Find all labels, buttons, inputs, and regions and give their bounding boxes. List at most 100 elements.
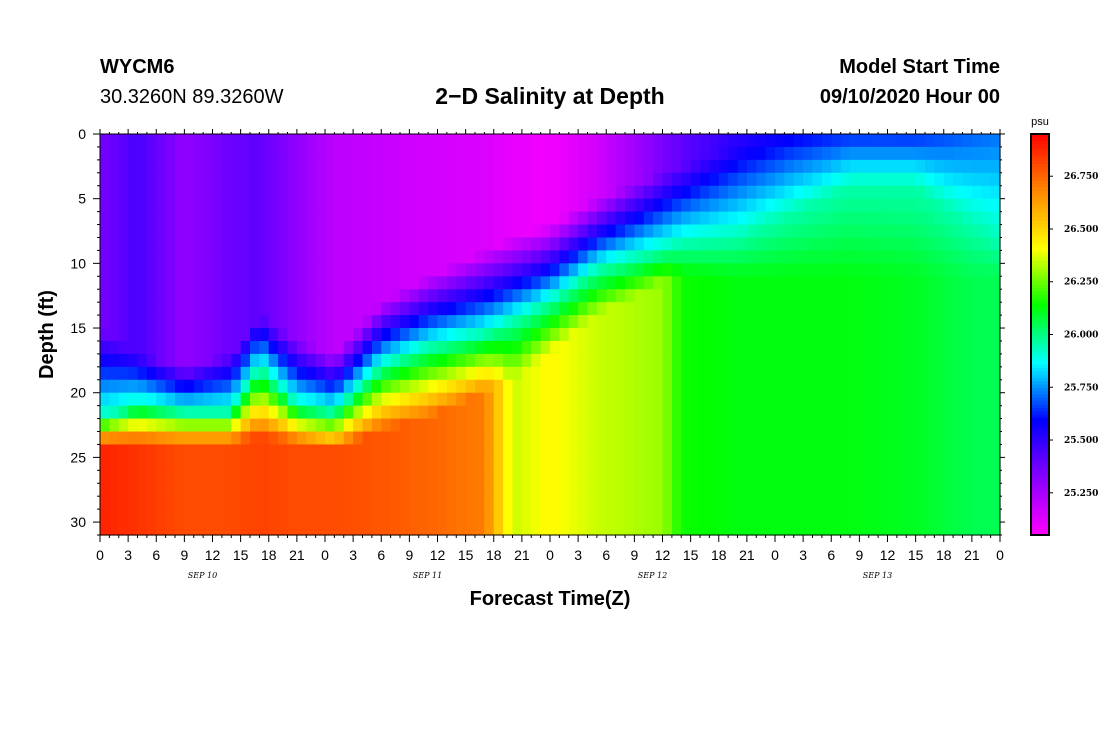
heatmap-cell	[184, 392, 195, 407]
heatmap-cell	[465, 146, 476, 161]
heatmap-cell	[868, 392, 879, 407]
heatmap-cell	[409, 146, 420, 161]
heatmap-cell	[990, 392, 1001, 407]
heatmap-cell	[831, 211, 842, 226]
heatmap-cell	[306, 366, 317, 381]
heatmap-cell	[475, 353, 485, 368]
heatmap-cell	[906, 366, 917, 381]
heatmap-cell	[934, 263, 945, 277]
heatmap-cell	[100, 276, 110, 290]
heatmap-cell	[662, 392, 673, 407]
heatmap-cell	[718, 470, 729, 484]
heatmap-cell	[456, 392, 467, 407]
heatmap-cell	[746, 237, 757, 252]
heatmap-cell	[203, 379, 214, 394]
heatmap-cell	[287, 224, 298, 239]
heatmap-cell	[578, 470, 589, 484]
heatmap-cell	[128, 457, 139, 471]
heatmap-cell	[540, 250, 551, 264]
heatmap-cell	[465, 431, 476, 446]
colorbar-tick-label: 25.250	[1064, 489, 1098, 499]
heatmap-cell	[109, 263, 120, 277]
heatmap-cell	[484, 134, 495, 148]
heatmap-cell	[765, 134, 776, 148]
heatmap-cell	[240, 134, 251, 148]
heatmap-cell	[146, 366, 157, 381]
heatmap-cell	[371, 392, 382, 407]
heatmap-cell	[840, 159, 851, 174]
heatmap-cell	[765, 431, 776, 446]
heatmap-cell	[671, 263, 682, 277]
heatmap-cell	[400, 134, 410, 148]
heatmap-cell	[906, 289, 917, 303]
heatmap-cell	[850, 211, 860, 226]
heatmap-cell	[343, 185, 354, 200]
heatmap-cell	[446, 315, 457, 329]
heatmap-cell	[212, 211, 223, 226]
heatmap-cell	[925, 509, 935, 523]
heatmap-cell	[840, 431, 851, 446]
heatmap-cell	[971, 250, 982, 264]
heatmap-cell	[850, 146, 860, 161]
heatmap-cell	[503, 315, 514, 329]
heatmap-cell	[756, 470, 767, 484]
heatmap-cell	[259, 198, 270, 213]
colorbar-segment	[1031, 234, 1049, 239]
heatmap-cell	[728, 379, 739, 394]
heatmap-cell	[990, 418, 1001, 433]
heatmap-cell	[343, 340, 354, 355]
heatmap-cell	[353, 172, 364, 187]
heatmap-cell	[418, 146, 429, 161]
heatmap-cell	[512, 379, 523, 394]
heatmap-cell	[559, 340, 570, 355]
heatmap-cell	[793, 276, 804, 290]
heatmap-cell	[784, 198, 795, 213]
heatmap-cell	[896, 418, 907, 433]
heatmap-cell	[746, 509, 757, 523]
heatmap-cell	[306, 172, 317, 187]
heatmap-cell	[306, 522, 317, 536]
heatmap-cell	[671, 172, 682, 187]
heatmap-cell	[793, 418, 804, 433]
heatmap-cell	[831, 392, 842, 407]
heatmap-cell	[428, 509, 439, 523]
heatmap-cell	[325, 250, 335, 264]
heatmap-cell	[690, 146, 701, 161]
heatmap-cell	[353, 302, 364, 316]
heatmap-cell	[915, 276, 926, 290]
heatmap-cell	[690, 366, 701, 381]
heatmap-cell	[943, 457, 954, 471]
heatmap-cell	[390, 418, 401, 433]
heatmap-cell	[587, 172, 598, 187]
heatmap-cell	[784, 328, 795, 342]
heatmap-cell	[287, 418, 298, 433]
heatmap-cell	[221, 509, 232, 523]
heatmap-cell	[925, 211, 935, 226]
heatmap-cell	[306, 457, 317, 471]
heatmap-cell	[203, 302, 214, 316]
heatmap-cell	[746, 289, 757, 303]
heatmap-cell	[531, 509, 542, 523]
heatmap-cell	[634, 392, 645, 407]
heatmap-cell	[981, 392, 992, 407]
heatmap-cell	[559, 379, 570, 394]
heatmap-cell	[409, 340, 420, 355]
heatmap-cell	[681, 470, 692, 484]
heatmap-cell	[934, 496, 945, 510]
heatmap-cell	[118, 392, 129, 407]
heatmap-cell	[568, 328, 579, 342]
heatmap-cell	[878, 457, 889, 471]
heatmap-cell	[353, 366, 364, 381]
heatmap-cell	[625, 211, 635, 226]
heatmap-cell	[109, 457, 120, 471]
heatmap-cell	[671, 340, 682, 355]
heatmap-cell	[100, 470, 110, 484]
heatmap-cell	[737, 134, 748, 148]
colorbar-segment	[1031, 174, 1049, 179]
heatmap-cell	[821, 263, 832, 277]
heatmap-cell	[306, 379, 317, 394]
heatmap-cell	[821, 159, 832, 174]
y-tick-label: 10	[70, 255, 86, 271]
colorbar-segment	[1031, 277, 1049, 282]
colorbar-segment	[1031, 204, 1049, 209]
